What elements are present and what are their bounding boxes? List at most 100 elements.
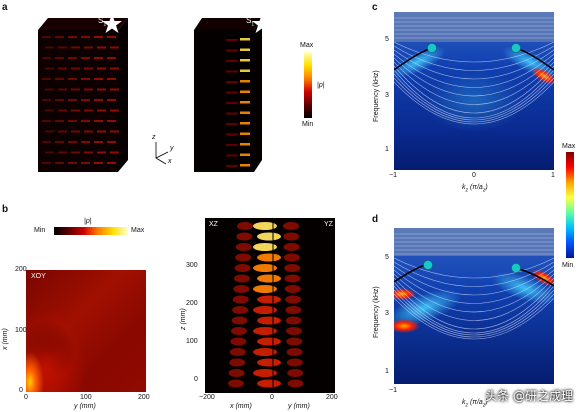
field-stripe — [110, 130, 119, 133]
field-stripe — [240, 153, 250, 156]
field-blob — [253, 348, 277, 356]
field-blob — [230, 337, 247, 346]
field-blob — [234, 274, 250, 283]
field-stripe — [97, 67, 106, 70]
field-stripe — [110, 151, 119, 154]
field-stripe — [97, 130, 106, 133]
field-blob — [228, 369, 245, 377]
field-stripe — [71, 151, 80, 154]
field-stripe — [240, 111, 250, 114]
field-blob — [287, 369, 304, 377]
field-blob — [257, 379, 281, 388]
field-stripe — [110, 46, 119, 49]
field-stripe — [97, 151, 106, 154]
side-xtick-neg200: −200 — [199, 394, 215, 401]
panel-a-3d-fields — [38, 14, 262, 172]
band-curve — [394, 73, 554, 121]
c-xtick-1: 1 — [551, 172, 555, 179]
field-blob — [253, 306, 277, 314]
field-stripe — [107, 162, 116, 164]
side-xlabel-right: y (mm) — [288, 403, 310, 410]
xoy-map: XOY — [26, 270, 146, 392]
field-stripe — [55, 162, 64, 164]
field-stripe — [84, 130, 93, 133]
field-stripe — [107, 99, 116, 101]
colorbar-b-max: Max — [131, 227, 145, 234]
band-curve — [394, 293, 554, 338]
field-stripe — [45, 46, 54, 49]
watermark: 头条 @研之成理 — [485, 389, 573, 403]
field-stripe — [240, 132, 250, 135]
field-stripe — [107, 120, 116, 122]
field-blob — [257, 358, 281, 367]
colorbar-cd-max: Max — [562, 143, 576, 150]
field-blob — [285, 295, 302, 304]
d-ylabel: Frequency (kHz) — [373, 286, 380, 338]
field-blob — [228, 379, 244, 388]
band-curve — [394, 65, 554, 114]
field-blob — [286, 337, 303, 346]
field-stripe — [84, 109, 93, 112]
field-blob — [253, 285, 277, 293]
cube-left — [38, 18, 128, 172]
field-stripe — [42, 99, 51, 101]
field-stripe — [42, 120, 51, 122]
c-ytick-5: 5 — [385, 36, 389, 43]
xoy-xtick-0: 0 — [24, 394, 28, 401]
source-label-left: S1 — [98, 16, 107, 28]
c-ylabel: Frequency (kHz) — [373, 70, 380, 122]
field-stripe — [94, 78, 103, 80]
field-stripe — [110, 109, 119, 112]
side-tag-xz: XZ — [209, 221, 218, 228]
side-ylabel: z (mm) — [180, 308, 187, 330]
field-blob — [231, 327, 247, 335]
c-xtick-0: 0 — [472, 172, 476, 179]
band-curve — [394, 281, 554, 330]
field-blob — [229, 348, 246, 356]
band-curve — [394, 69, 554, 119]
d-ytick-1: 1 — [385, 368, 389, 375]
field-stripe — [68, 36, 77, 38]
field-stripe — [45, 109, 54, 112]
field-blob — [233, 285, 250, 293]
side-xtick-0: 0 — [270, 394, 274, 401]
band-curve — [394, 77, 554, 123]
band-curve — [394, 273, 554, 313]
field-stripe — [58, 67, 67, 70]
field-stripe — [71, 46, 80, 49]
field-blob — [285, 316, 302, 325]
field-stripe — [240, 80, 250, 83]
band-curve — [394, 277, 554, 321]
field-blob — [257, 316, 281, 325]
field-stripe — [240, 143, 250, 146]
field-blob — [253, 222, 277, 230]
field-stripe — [94, 162, 103, 164]
field-stripe — [226, 112, 238, 115]
field-blob — [286, 327, 302, 335]
band-curve — [394, 297, 554, 340]
field-stripe — [45, 151, 54, 154]
field-stripe — [226, 154, 238, 157]
axes-triad — [155, 142, 169, 165]
field-stripe — [58, 151, 67, 154]
field-blob — [257, 232, 281, 241]
colorbar-a — [304, 52, 312, 118]
field-stripe — [55, 78, 64, 80]
field-stripe — [45, 67, 54, 70]
field-stripe — [226, 39, 238, 41]
field-stripe — [226, 60, 238, 62]
cyan-point-left-d — [423, 260, 433, 270]
cube-right — [194, 18, 262, 172]
c-xtick-neg1: −1 — [389, 172, 397, 179]
c-ytick-1: 1 — [385, 146, 389, 153]
field-stripe — [68, 99, 77, 101]
xoy-ytick-100: 100 — [15, 327, 27, 334]
panel-b-letter: b — [2, 204, 9, 215]
field-stripe — [94, 141, 103, 143]
field-stripe — [68, 57, 77, 59]
colorbar-a-min: Min — [302, 121, 314, 128]
field-stripe — [81, 36, 90, 38]
field-stripe — [42, 36, 51, 38]
field-stripe — [55, 120, 64, 122]
field-stripe — [58, 88, 67, 91]
